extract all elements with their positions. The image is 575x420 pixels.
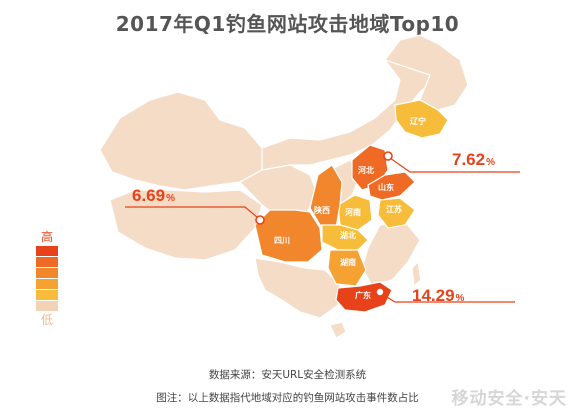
province-jiangsu xyxy=(377,197,416,229)
province-sichuan xyxy=(254,209,323,263)
region-southeast xyxy=(361,221,421,286)
label-shandong: 山东 xyxy=(378,182,394,192)
label-sichuan: 四川 xyxy=(274,236,290,245)
region-northeast xyxy=(384,34,469,111)
province-labels: 辽宁 河北 山东 河南 陕西 江苏 湖北 四川 湖南 广东 xyxy=(274,116,426,300)
marker-guangdong xyxy=(375,287,385,297)
province-liaoning xyxy=(394,99,449,139)
callout-sichuan-value: 6.69 xyxy=(132,186,166,205)
legend-swatch xyxy=(36,301,58,311)
callout-guangdong-unit: % xyxy=(455,293,465,304)
leader-line-guangdong xyxy=(381,293,515,303)
caption-note: 图注：以上数据指代地域对应的钓鱼网站攻击事件数占比 xyxy=(156,392,419,404)
callout-markers xyxy=(255,151,393,297)
callout-sichuan: 6.69% xyxy=(132,186,175,206)
region-hainan xyxy=(329,321,347,339)
marker-liaoning xyxy=(383,151,393,161)
province-hunan xyxy=(327,249,367,287)
callout-guangdong-value: 14.29 xyxy=(412,286,455,305)
legend-high-label: 高 xyxy=(40,230,53,244)
region-taiwan xyxy=(411,260,422,288)
legend-swatch xyxy=(36,290,58,300)
legend-swatch xyxy=(36,268,58,278)
region-northwest xyxy=(99,91,263,191)
province-shaanxi xyxy=(309,164,343,229)
callout-liaoning-unit: % xyxy=(486,157,495,168)
source-note: 数据来源：安天URL安全检测系统 xyxy=(208,369,367,381)
label-liaoning: 辽宁 xyxy=(410,116,426,126)
label-hunan: 湖南 xyxy=(340,257,356,267)
legend-swatch xyxy=(36,279,58,289)
callout-lines xyxy=(125,157,520,303)
label-hebei: 河北 xyxy=(358,165,374,175)
watermark: 移动安全·安天 xyxy=(451,389,567,409)
province-hubei xyxy=(321,224,369,251)
leader-line-sichuan xyxy=(125,206,259,219)
marker-sichuan xyxy=(255,215,265,225)
label-jiangsu: 江苏 xyxy=(386,204,402,214)
label-hubei: 湖北 xyxy=(340,230,356,240)
label-henan: 河南 xyxy=(345,207,361,217)
callout-liaoning-value: 7.62 xyxy=(452,150,486,169)
legend-scale xyxy=(36,246,58,312)
leader-line-liaoning xyxy=(389,157,520,173)
region-southwest xyxy=(254,257,341,319)
legend-swatch xyxy=(36,257,58,267)
callout-guangdong: 14.29% xyxy=(412,286,464,306)
label-guangdong: 广东 xyxy=(355,290,371,300)
map-title: 2017年Q1钓鱼网站攻击地域Top10 xyxy=(115,12,460,36)
label-shaanxi: 陕西 xyxy=(314,205,330,215)
callout-liaoning: 7.62% xyxy=(452,150,495,170)
legend-low-label: 低 xyxy=(40,313,53,327)
legend-swatch xyxy=(36,246,58,256)
callout-sichuan-unit: % xyxy=(166,193,175,204)
province-shandong xyxy=(367,171,416,201)
